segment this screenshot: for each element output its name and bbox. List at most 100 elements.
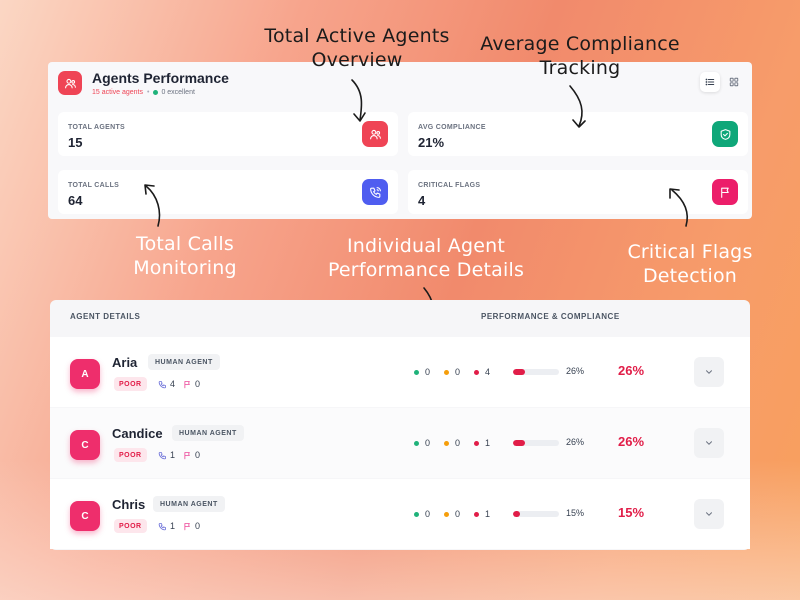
- annotation-line: Average Compliance: [480, 33, 680, 55]
- arrow-total-calls: [145, 185, 161, 227]
- annotation-individual: Individual Agent Performance Details: [314, 234, 538, 282]
- compliance-percent: 26%: [618, 434, 645, 449]
- progress-fill: [513, 369, 525, 375]
- compliance-percent-small: 26%: [566, 366, 585, 376]
- green-count: 0: [425, 509, 431, 519]
- orange-dot: [444, 511, 450, 517]
- annotation-total-calls: Total Calls Monitoring: [112, 232, 258, 280]
- compliance-percent-small: 26%: [566, 437, 585, 447]
- flag-icon: [184, 522, 190, 530]
- subtitle-separator: •: [146, 89, 150, 96]
- avatar: C: [70, 430, 100, 460]
- page-title: Agents Performance: [92, 70, 229, 86]
- annotation-line: Total Active Agents: [264, 25, 450, 47]
- red-dot: [474, 369, 480, 375]
- agent-name: Aria: [112, 355, 138, 370]
- orange-count: 0: [455, 367, 461, 377]
- annotation-line: Total Calls: [136, 233, 234, 255]
- agent-type-badge: HUMAN AGENT: [148, 354, 220, 370]
- chevron-down-icon: [706, 370, 712, 374]
- calls-value: 1: [170, 521, 176, 531]
- grid-icon: [729, 77, 739, 87]
- flags-value: 0: [195, 521, 201, 531]
- calls-value: 1: [170, 450, 176, 460]
- compliance-percent: 26%: [618, 363, 645, 378]
- excellent-text: 0 excellent: [161, 89, 195, 96]
- calls-count: 1: [158, 519, 175, 533]
- calls-count: 4: [158, 377, 175, 391]
- stat-value: 64: [68, 193, 83, 208]
- annotation-line: Tracking: [539, 57, 621, 79]
- expand-row-button[interactable]: [694, 357, 724, 387]
- calls-value: 4: [170, 379, 176, 389]
- table-row[interactable]: A Aria HUMAN AGENT POOR 4 0 0 0 4 26% 26…: [50, 337, 750, 407]
- excellent-dot: [153, 90, 159, 95]
- users-icon: [58, 71, 82, 95]
- stat-avg-compliance: AVG COMPLIANCE 21%: [408, 112, 748, 156]
- stat-label: TOTAL AGENTS: [68, 124, 126, 131]
- rating-badge: POOR: [114, 519, 147, 533]
- compliance-progress-bar: [513, 511, 559, 517]
- red-count: 1: [485, 438, 491, 448]
- arrow-total-agents: [351, 79, 363, 121]
- grid-view-button[interactable]: [724, 72, 744, 92]
- red-dot: [474, 440, 480, 446]
- card-header: Agents Performance 15 active agents • 0 …: [58, 70, 229, 96]
- compliance-percent-small: 15%: [566, 508, 585, 518]
- avatar: A: [70, 359, 100, 389]
- active-agents-text: 15 active agents: [92, 89, 143, 96]
- column-header-agent-details: AGENT DETAILS: [70, 312, 141, 321]
- stat-value: 15: [68, 135, 83, 150]
- column-header-performance: PERFORMANCE & COMPLIANCE: [481, 312, 620, 321]
- chevron-down-icon: [706, 441, 712, 445]
- flag-icon: [184, 380, 190, 388]
- rating-badge: POOR: [114, 377, 147, 391]
- summary-card: Agents Performance 15 active agents • 0 …: [48, 62, 752, 219]
- calls-count: 1: [158, 448, 175, 462]
- annotation-critical-flags: Critical Flags Detection: [614, 240, 766, 288]
- compliance-progress-bar: [513, 369, 559, 375]
- expand-row-button[interactable]: [694, 499, 724, 529]
- annotation-line: Individual Agent: [346, 235, 505, 257]
- annotation-line: Performance Details: [327, 259, 525, 281]
- agent-type-badge: HUMAN AGENT: [153, 496, 225, 512]
- expand-row-button[interactable]: [694, 428, 724, 458]
- stat-label: CRITICAL FLAGS: [418, 182, 481, 189]
- red-count: 4: [485, 367, 491, 377]
- table-row[interactable]: C Chris HUMAN AGENT POOR 1 0 0 0 1 15% 1…: [50, 479, 750, 549]
- agent-type-badge: HUMAN AGENT: [172, 425, 244, 441]
- compliance-percent: 15%: [618, 505, 645, 520]
- annotation-line: Critical Flags: [627, 241, 753, 263]
- flags-count: 0: [183, 377, 200, 391]
- stat-value: 4: [418, 193, 426, 208]
- agent-name: Candice: [112, 426, 163, 441]
- table-row[interactable]: C Candice HUMAN AGENT POOR 1 0 0 0 1 26%…: [50, 408, 750, 478]
- stat-critical-flags: CRITICAL FLAGS 4: [408, 170, 748, 214]
- green-count: 0: [425, 367, 431, 377]
- status-counts: 0 0 1: [414, 509, 504, 519]
- phone-call-icon: [158, 522, 166, 530]
- list-view-button[interactable]: [700, 72, 720, 92]
- list-icon: [705, 78, 715, 86]
- annotation-avg-compliance: Average Compliance Tracking: [466, 32, 694, 80]
- stat-label: TOTAL CALLS: [68, 182, 120, 189]
- green-count: 0: [425, 438, 431, 448]
- avatar: C: [70, 501, 100, 531]
- phone-call-icon: [158, 380, 166, 388]
- green-dot: [414, 511, 419, 517]
- orange-count: 0: [455, 438, 461, 448]
- status-counts: 0 0 1: [414, 438, 504, 448]
- stat-label: AVG COMPLIANCE: [418, 124, 486, 131]
- flags-count: 0: [183, 519, 200, 533]
- green-dot: [414, 440, 419, 446]
- shield-check-icon: [712, 121, 738, 147]
- chevron-down-icon: [706, 512, 712, 516]
- annotation-line: Overview: [311, 49, 403, 71]
- agent-name: Chris: [112, 497, 146, 512]
- status-counts: 0 0 4: [414, 367, 504, 377]
- orange-dot: [444, 369, 450, 375]
- progress-fill: [513, 511, 520, 517]
- flags-value: 0: [195, 379, 201, 389]
- annotation-line: Detection: [642, 265, 738, 287]
- rating-badge: POOR: [114, 448, 147, 462]
